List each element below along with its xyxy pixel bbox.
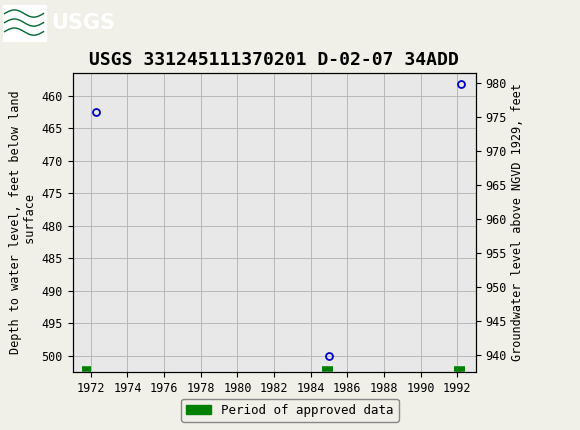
Bar [3,4,46,41]
Legend: Period of approved data: Period of approved data [181,399,399,421]
Title: USGS 331245111370201 D-02-07 34ADD: USGS 331245111370201 D-02-07 34ADD [89,51,459,69]
Text: USGS: USGS [51,12,115,33]
Y-axis label: Depth to water level, feet below land
 surface: Depth to water level, feet below land su… [9,91,37,354]
Y-axis label: Groundwater level above NGVD 1929, feet: Groundwater level above NGVD 1929, feet [511,83,524,362]
